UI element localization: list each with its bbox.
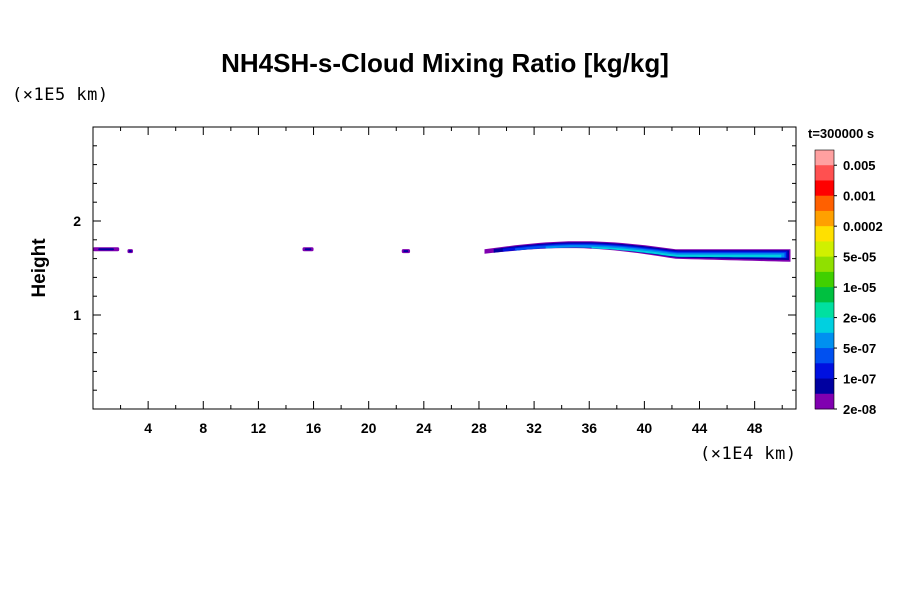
- time-label: t=300000 s: [808, 126, 875, 141]
- x-tick-label: 4: [144, 420, 152, 436]
- colorbar-swatch: [815, 210, 834, 227]
- colorbar-swatch: [815, 287, 834, 303]
- colorbar-label: 0.001: [843, 189, 876, 204]
- x-tick-label: 8: [199, 420, 207, 436]
- x-tick-label: 36: [581, 420, 597, 436]
- colorbar-swatch: [815, 180, 834, 197]
- y-tick-label: 2: [73, 213, 81, 229]
- colorbar-label: 5e-05: [843, 250, 876, 265]
- colorbar-swatch: [815, 195, 834, 212]
- colorbar-swatch: [815, 165, 834, 181]
- colorbar-swatch: [815, 241, 834, 258]
- cloud-layer: [93, 241, 791, 262]
- cloud-patch-core: [128, 250, 132, 253]
- colorbar-swatch: [815, 393, 834, 410]
- x-tick-label: 12: [251, 420, 267, 436]
- colorbar-swatch: [815, 256, 834, 273]
- colorbar-label: 5e-07: [843, 341, 876, 356]
- x-tick-label: 24: [416, 420, 432, 436]
- colorbar-swatch: [815, 332, 834, 349]
- chart-title: NH4SH-s-Cloud Mixing Ratio [kg/kg]: [221, 48, 669, 78]
- y-tick-label: 1: [73, 307, 81, 323]
- x-tick-label: 40: [637, 420, 653, 436]
- cloud-patch-core: [304, 248, 312, 251]
- x-tick-label: 16: [306, 420, 322, 436]
- colorbar-swatch: [815, 271, 834, 288]
- x-tick-label: 48: [747, 420, 763, 436]
- colorbar-label: 2e-08: [843, 402, 876, 417]
- colorbar-swatch: [815, 226, 834, 242]
- x-tick-label: 20: [361, 420, 377, 436]
- x-tick-label: 44: [692, 420, 708, 436]
- colorbar: 0.005 0.001 0.0002 5e-05 1e-05 2e-06 5e-07 1e-0…: [814, 149, 883, 417]
- cloud-band-cyan: [591, 246, 782, 258]
- plot-frame: [92, 126, 797, 410]
- colorbar-swatch: [815, 317, 834, 334]
- colorbar-label: 0.005: [843, 158, 876, 173]
- colorbar-label: 0.0002: [843, 219, 883, 234]
- cloud-patch-core: [403, 250, 409, 253]
- colorbar-frame: [814, 149, 835, 410]
- x-tick-label: 28: [471, 420, 487, 436]
- colorbar-swatch: [815, 378, 834, 395]
- colorbar-swatch: [815, 348, 834, 364]
- x-axis-unit: (×1E4 km): [700, 444, 797, 464]
- colorbar-label: 1e-07: [843, 372, 876, 387]
- colorbar-swatch: [815, 150, 834, 166]
- cloud-patch-core: [98, 248, 114, 251]
- colorbar-label: 2e-06: [843, 311, 876, 326]
- y-axis-unit: (×1E5 km): [12, 85, 109, 105]
- x-tick-label: 32: [526, 420, 542, 436]
- colorbar-swatch: [815, 363, 834, 379]
- colorbar-label: 1e-05: [843, 280, 876, 295]
- colorbar-swatch: [815, 302, 834, 318]
